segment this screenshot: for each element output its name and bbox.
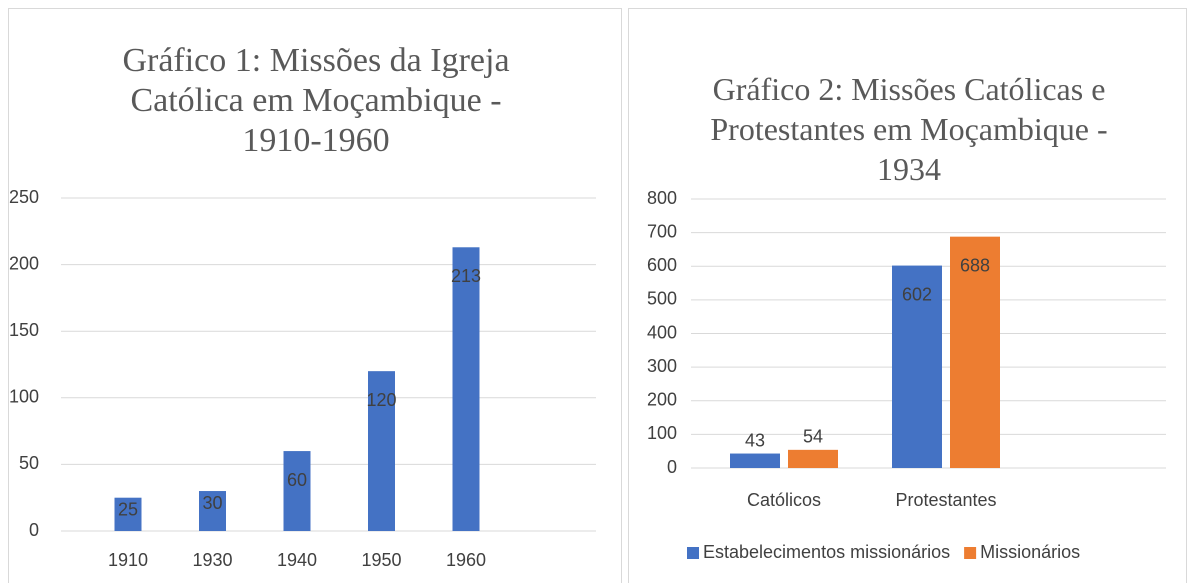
x-tick-label: 1930 (192, 550, 232, 570)
bar (950, 236, 1000, 468)
bar (114, 497, 142, 531)
y-tick-label: 150 (9, 320, 39, 340)
y-tick-label: 250 (9, 187, 39, 207)
y-tick-label: 800 (647, 188, 677, 208)
data-label: 602 (902, 284, 932, 304)
y-tick-label: 600 (647, 255, 677, 275)
bar (730, 453, 780, 468)
y-tick-label: 700 (647, 221, 677, 241)
bar (788, 449, 838, 468)
data-label: 213 (451, 266, 481, 286)
x-tick-label: 1940 (277, 550, 317, 570)
bar (283, 451, 311, 531)
y-tick-label: 0 (667, 457, 677, 477)
bar (892, 265, 942, 468)
x-tick-label: Protestantes (895, 490, 996, 510)
data-label: 120 (366, 390, 396, 410)
chart: 0 100 200 300 400 500 600 700 800 Católicos 43 54 Pr… (647, 188, 1166, 562)
y-tick-label: 100 (9, 387, 39, 407)
bar (199, 491, 226, 531)
chart-title: Gráfico 2: Missões Católicas e Protestan… (710, 71, 1108, 187)
x-tick-label: 1910 (108, 550, 148, 570)
y-tick-label: 400 (647, 322, 677, 342)
data-label: 25 (118, 499, 138, 519)
x-tick-label: 1960 (446, 550, 486, 570)
y-tick-label: 500 (647, 289, 677, 309)
y-tick-label: 200 (9, 253, 39, 273)
chart: 0 50 100 150 200 250 1910 25 1930 30 1940 60 1950 120… (9, 187, 596, 570)
legend-swatch (687, 547, 699, 559)
x-tick-label: 1950 (361, 550, 401, 570)
x-tick-label: Católicos (747, 490, 821, 510)
data-label: 60 (287, 470, 307, 490)
y-tick-label: 50 (19, 453, 39, 473)
y-tick-label: 300 (647, 356, 677, 376)
y-tick-label: 100 (647, 423, 677, 443)
legend-swatch (964, 547, 977, 559)
data-label: 30 (202, 493, 222, 513)
data-label: 688 (960, 255, 990, 275)
legend-label: Estabelecimentos missionários (703, 542, 950, 562)
y-tick-label: 0 (29, 520, 39, 540)
data-label: 43 (745, 430, 765, 450)
chart-title: Gráfico 1: Missões da Igreja Católica em… (122, 42, 510, 159)
data-label: 54 (803, 427, 823, 447)
bar (452, 247, 480, 531)
legend-label: Missionários (980, 542, 1080, 562)
chart-panel: Gráfico 2: Missões Católicas e Protestan… (628, 8, 1187, 583)
chart-panel: Gráfico 1: Missões da Igreja Católica em… (8, 8, 622, 583)
y-tick-label: 200 (647, 390, 677, 410)
bar (368, 371, 395, 531)
